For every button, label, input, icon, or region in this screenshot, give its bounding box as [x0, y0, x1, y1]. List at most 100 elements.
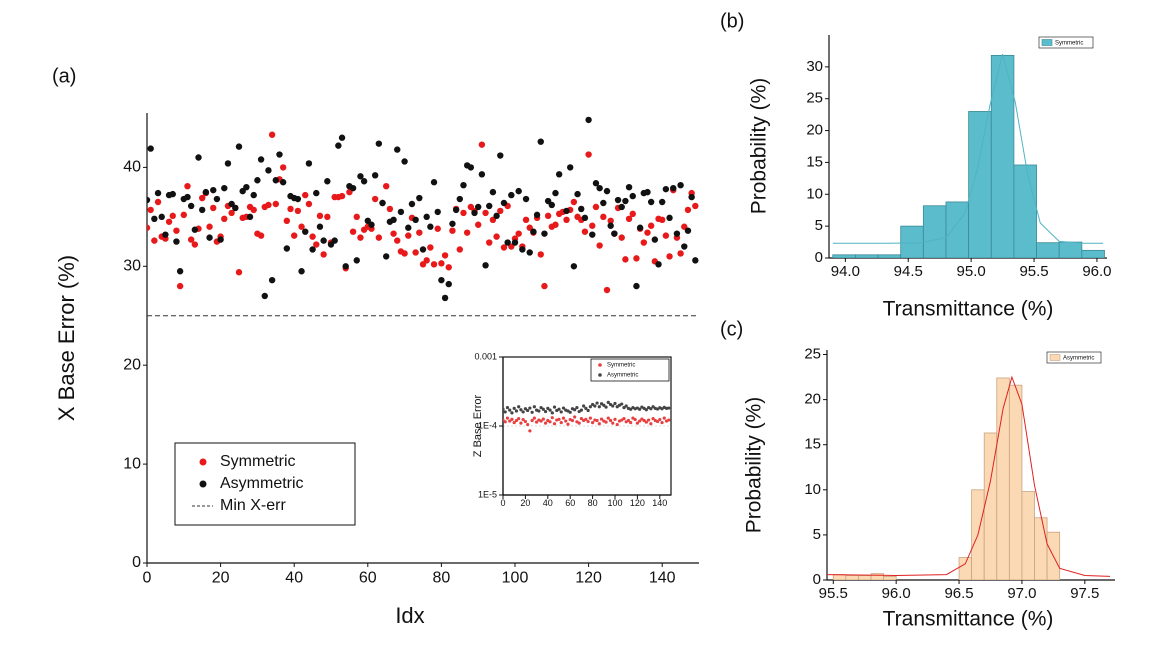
- point: [561, 406, 566, 410]
- x-tick-label: 140: [652, 498, 667, 508]
- point: [582, 404, 586, 408]
- point: [541, 230, 548, 237]
- point: [667, 418, 671, 422]
- point: [607, 222, 614, 229]
- point: [180, 211, 187, 219]
- point: [589, 222, 596, 229]
- point: [254, 177, 261, 184]
- bar: [1034, 517, 1048, 580]
- point: [608, 418, 613, 423]
- point: [235, 143, 243, 150]
- point: [659, 216, 666, 224]
- point: [434, 208, 441, 216]
- legend-label: Symmetric: [220, 453, 296, 470]
- point: [486, 239, 493, 246]
- point: [532, 405, 536, 409]
- x-tick-label: 80: [433, 569, 451, 586]
- point: [394, 146, 401, 153]
- point: [401, 250, 408, 257]
- bar: [1058, 241, 1083, 258]
- point: [603, 286, 611, 294]
- inset-frame: [502, 356, 672, 496]
- point: [573, 408, 577, 412]
- point: [573, 415, 577, 419]
- point: [613, 417, 617, 421]
- bar: [870, 573, 884, 580]
- point: [386, 205, 394, 213]
- point: [539, 405, 543, 410]
- point: [430, 261, 438, 268]
- point: [633, 255, 640, 262]
- point: [224, 160, 232, 167]
- point: [283, 245, 291, 252]
- point: [644, 188, 651, 196]
- point: [379, 199, 386, 207]
- point: [599, 417, 604, 421]
- point: [147, 224, 151, 231]
- point: [478, 171, 486, 178]
- point: [503, 410, 507, 414]
- x-tick-label: 20: [520, 498, 530, 508]
- point: [591, 421, 595, 425]
- point: [521, 410, 525, 414]
- point: [530, 418, 534, 423]
- bar: [845, 575, 859, 580]
- point: [151, 215, 158, 223]
- point: [670, 184, 677, 192]
- marks: [147, 81, 699, 317]
- point: [353, 213, 360, 221]
- point: [535, 420, 539, 424]
- x-tick-label: 120: [630, 498, 645, 508]
- point: [510, 417, 514, 421]
- point: [560, 81, 566, 87]
- point: [191, 241, 199, 248]
- point: [324, 178, 331, 185]
- point: [261, 292, 268, 300]
- bar: [877, 254, 902, 258]
- point: [257, 232, 265, 239]
- point: [543, 421, 548, 425]
- panel: 0 5 10 15 20 25 30 94.0 94.5 95.0 95.5 96.0 Probabil…: [720, 10, 1112, 320]
- point: [176, 282, 184, 290]
- point: [655, 419, 660, 424]
- point: [659, 198, 666, 206]
- bar: [958, 557, 973, 580]
- y-tick-label: 30: [123, 258, 141, 275]
- point: [541, 282, 548, 290]
- point: [419, 246, 427, 253]
- point: [579, 417, 584, 421]
- legend-swatch: [1041, 39, 1053, 46]
- point: [353, 257, 360, 264]
- point: [397, 208, 405, 216]
- point: [522, 216, 530, 224]
- point: [375, 140, 383, 147]
- point: [684, 227, 692, 234]
- point: [566, 422, 570, 426]
- point: [608, 402, 613, 407]
- point: [191, 226, 199, 233]
- y-tick-label: 30: [806, 58, 823, 75]
- point: [493, 212, 500, 220]
- y-tick-label: 25: [804, 345, 821, 362]
- x-tick-label: 96.0: [882, 585, 911, 602]
- point: [405, 224, 412, 231]
- point: [221, 215, 228, 223]
- x-tick-label: 120: [575, 569, 602, 586]
- point: [375, 234, 383, 241]
- point: [154, 198, 162, 206]
- x-tick-label: 140: [649, 569, 676, 586]
- x-tick-label: 97.5: [1070, 585, 1099, 602]
- point: [625, 183, 633, 191]
- point: [508, 419, 512, 423]
- point: [169, 190, 176, 198]
- point: [390, 230, 397, 237]
- point: [199, 206, 206, 214]
- y-axis-label: Z Base Error: [472, 394, 484, 457]
- point: [611, 404, 615, 408]
- point: [320, 237, 327, 244]
- point: [279, 164, 287, 171]
- bar: [922, 205, 947, 258]
- point: [338, 192, 346, 200]
- x-tick-label: 95.5: [1019, 263, 1048, 280]
- point: [614, 196, 622, 204]
